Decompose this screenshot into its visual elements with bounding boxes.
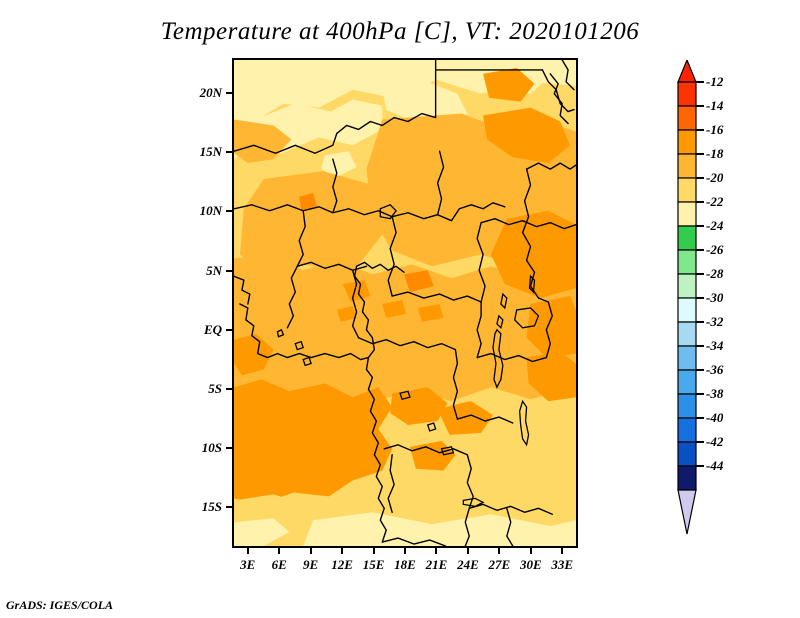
colorbar-label: -38: [706, 386, 724, 401]
colorbar-swatch: [677, 417, 697, 443]
colorbar-tick: [696, 129, 704, 131]
map-canvas: [234, 60, 576, 546]
x-axis-tick: [372, 548, 375, 554]
colorbar-tick: [696, 417, 704, 419]
x-axis-tick: [466, 548, 469, 554]
x-axis-label: 24E: [457, 557, 479, 572]
x-axis-tick: [498, 548, 501, 554]
colorbar-swatch: [677, 441, 697, 467]
colorbar-swatch: [677, 105, 697, 131]
colorbar-legend: -12 -14 -16 -18 -20 -22 -24 -26 -28 -30 -32 -34 -36 -…: [670, 60, 790, 552]
x-axis-tick: [529, 548, 532, 554]
x-axis-tick: [309, 548, 312, 554]
y-axis-tick: [226, 151, 232, 154]
y-axis-tick: [226, 92, 232, 95]
colorbar-tick: [696, 369, 704, 371]
colorbar-tick: [696, 201, 704, 203]
y-axis-tick: [226, 387, 232, 390]
y-axis-label: 10S: [201, 439, 222, 455]
colorbar-tick: [696, 393, 704, 395]
x-axis-tick: [246, 548, 249, 554]
x-axis-label: 30E: [519, 557, 542, 572]
colorbar-label: -16: [706, 122, 724, 137]
y-axis-label: EQ: [203, 321, 222, 337]
colorbar-label: -44: [706, 458, 724, 473]
colorbar-label: -40: [706, 410, 724, 425]
colorbar-swatch: [677, 81, 697, 107]
colorbar-label: -14: [706, 98, 724, 113]
x-axis-tick: [435, 548, 438, 554]
y-axis-label: 15N: [199, 144, 222, 160]
x-axis-label: 27E: [488, 557, 511, 572]
colorbar-swatch: [677, 297, 697, 323]
x-axis-label: 33E: [551, 557, 574, 572]
y-axis-label: 20N: [199, 85, 222, 101]
colorbar-bottom-arrow: [677, 489, 697, 535]
colorbar-tick: [696, 465, 704, 467]
y-axis-label: 5S: [208, 380, 222, 396]
x-axis-label: 15E: [362, 557, 385, 572]
colorbar-label: -20: [706, 170, 724, 185]
page-title: Temperature at 400hPa [C], VT: 202010120…: [160, 18, 640, 45]
colorbar-tick: [696, 441, 704, 443]
colorbar-swatch: [677, 249, 697, 275]
colorbar-tick: [696, 249, 704, 251]
y-axis-label: 5N: [206, 262, 222, 278]
colorbar-label: -30: [706, 290, 724, 305]
x-axis-label: 9E: [303, 557, 319, 572]
colorbar-label: -28: [706, 266, 724, 281]
x-axis-tick: [341, 548, 344, 554]
x-axis-label: 18E: [394, 557, 416, 572]
x-axis-label: 3E: [240, 557, 256, 572]
colorbar-label: -12: [706, 74, 724, 89]
map-plot-area: [232, 58, 578, 548]
colorbar-label: -32: [706, 314, 724, 329]
colorbar-label: -18: [706, 146, 724, 161]
colorbar-swatch: [677, 465, 697, 491]
y-axis-tick: [226, 210, 232, 213]
x-axis-tick: [278, 548, 281, 554]
x-axis-label: 21E: [425, 557, 448, 572]
x-axis-tick: [561, 548, 564, 554]
colorbar-swatch: [677, 201, 697, 227]
colorbar-label: -34: [706, 338, 724, 353]
colorbar-tick: [696, 105, 704, 107]
y-axis-tick: [226, 269, 232, 272]
colorbar-tick: [696, 345, 704, 347]
colorbar-label: -22: [706, 194, 724, 209]
colorbar-swatch: [677, 369, 697, 395]
colorbar-label: -24: [706, 218, 724, 233]
colorbar-swatch: [677, 153, 697, 179]
credit-label: GrADS: IGES/COLA: [6, 598, 114, 612]
colorbar-label: -26: [706, 242, 724, 257]
x-axis-label: 6E: [271, 557, 287, 572]
colorbar-swatch: [677, 129, 697, 155]
colorbar-tick: [696, 225, 704, 227]
colorbar-swatch: [677, 345, 697, 371]
colorbar-label: -42: [706, 434, 724, 449]
colorbar-swatches: [677, 60, 697, 535]
colorbar-swatch: [677, 393, 697, 419]
y-axis-label: 10N: [199, 203, 222, 219]
colorbar-tick: [696, 81, 704, 83]
colorbar-swatch: [677, 225, 697, 251]
colorbar-swatch: [677, 273, 697, 299]
colorbar-top-arrow: [677, 60, 697, 83]
x-axis-tick: [404, 548, 406, 554]
colorbar-label: -36: [706, 362, 724, 377]
y-axis-tick: [226, 446, 232, 449]
colorbar-tick: [696, 273, 704, 275]
colorbar-tick: [696, 321, 704, 323]
y-axis-tick: [226, 505, 232, 508]
y-axis-label: 15S: [201, 498, 222, 514]
x-axis-label: 12E: [331, 557, 353, 572]
colorbar-tick: [696, 297, 704, 299]
colorbar-swatch: [677, 321, 697, 347]
colorbar-tick: [696, 177, 704, 179]
y-axis-tick: [226, 328, 232, 331]
colorbar-swatch: [677, 177, 697, 203]
colorbar-tick: [696, 153, 704, 155]
